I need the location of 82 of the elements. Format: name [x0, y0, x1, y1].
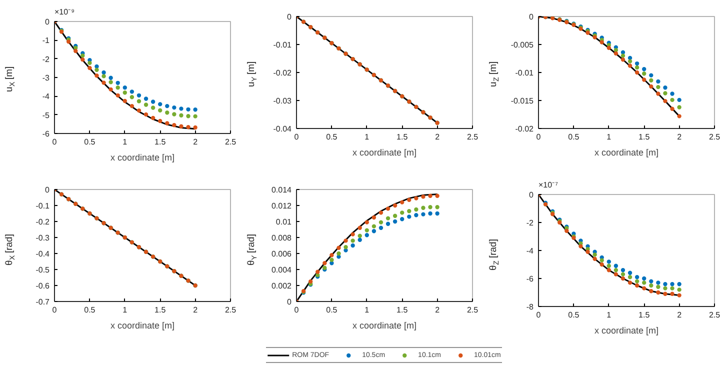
- y-tick-label: -2: [526, 218, 534, 228]
- x-axis-title: x coordinate [m]: [594, 148, 659, 158]
- y-tick-label: -0.3: [36, 234, 50, 242]
- x-tick-label: 1: [606, 310, 612, 320]
- x-axis-title: x coordinate [m]: [352, 148, 417, 158]
- y-tick-label: 0.008: [271, 234, 292, 242]
- x-tick-label: 1.5: [396, 306, 408, 314]
- x-tick-label: 1.5: [638, 132, 650, 142]
- y-tick-label: -3: [42, 74, 50, 82]
- x-axis-title: x coordinate [m]: [594, 326, 659, 336]
- y-tick-label: 0.014: [271, 186, 292, 194]
- x-tick-label: 2: [677, 310, 682, 320]
- x-tick-label: 2.5: [224, 306, 237, 314]
- x-tick-label: 2.5: [466, 132, 479, 142]
- y-tick-label: -4: [526, 246, 534, 256]
- y-tick-label: -5: [42, 110, 50, 120]
- x-tick-label: 0: [294, 132, 300, 142]
- y-tick-label: 0.002: [271, 282, 292, 290]
- x-tick-label: 0.5: [84, 306, 96, 314]
- y-tick-label: -0.02: [515, 124, 534, 134]
- y-tick-label: -1: [42, 36, 50, 46]
- y-tick-label: -0.6: [36, 282, 50, 290]
- x-tick-label: 0.5: [326, 306, 338, 314]
- x-tick-label: 2.5: [708, 310, 721, 320]
- y-tick-label: 0: [529, 190, 534, 200]
- x-tick-label: 1: [122, 306, 128, 314]
- x-axis-title: x coordinate [m]: [110, 320, 175, 330]
- text: ×10⁻⁷: [538, 180, 558, 190]
- x-tick-label: 1: [122, 138, 128, 146]
- x-tick-label: 2: [193, 138, 198, 146]
- y-tick-label: -6: [42, 130, 50, 138]
- x-tick-label: 0.5: [84, 138, 96, 146]
- x-tick-label: 1: [364, 132, 370, 142]
- x-tick-label: 1: [606, 132, 612, 142]
- x-tick-label: 2.5: [708, 132, 721, 142]
- x-tick-label: 2: [435, 132, 440, 142]
- y-tick-label: -0.015: [510, 96, 534, 106]
- y-tick-label: 0: [287, 12, 292, 22]
- x-axis-title: x coordinate [m]: [352, 320, 417, 330]
- y-tick-label: -0.01: [273, 40, 292, 50]
- x-tick-label: 1: [364, 306, 370, 314]
- x-tick-label: 2.5: [224, 138, 237, 146]
- y-tick-label: 0.012: [271, 202, 292, 210]
- x-tick-label: 0.5: [568, 310, 580, 320]
- y-tick-label: 0.01: [276, 218, 292, 226]
- x-tick-label: 0: [536, 310, 542, 320]
- y-tick-label: -0.5: [36, 266, 50, 274]
- y-tick-label: -0.03: [273, 96, 292, 106]
- x-tick-label: 1.5: [154, 306, 166, 314]
- x-axis-title: x coordinate [m]: [110, 152, 175, 162]
- x-tick-label: 1.5: [638, 310, 650, 320]
- x-tick-label: 2: [435, 306, 440, 314]
- y-tick-label: -2: [42, 54, 50, 64]
- x-tick-label: 0: [294, 306, 300, 314]
- text: ×10⁻⁹: [54, 8, 74, 16]
- y-tick-label: -8: [526, 302, 534, 312]
- y-tick-label: 0: [45, 18, 50, 26]
- y-tick-label: -0.005: [510, 40, 534, 50]
- x-tick-label: 0: [536, 132, 542, 142]
- y-tick-label: 0.006: [271, 250, 292, 258]
- y-tick-label: -0.02: [273, 68, 292, 78]
- y-tick-label: 0: [45, 186, 50, 194]
- y-tick-label: -0.7: [36, 298, 50, 306]
- y-tick-label: -0.4: [36, 250, 50, 258]
- x-tick-label: 0: [52, 138, 58, 146]
- x-tick-label: 0.5: [326, 132, 338, 142]
- y-tick-label: -0.04: [273, 124, 292, 134]
- x-tick-label: 0: [52, 306, 58, 314]
- x-tick-label: 1.5: [154, 138, 166, 146]
- x-tick-label: 2: [677, 132, 682, 142]
- y-tick-label: -4: [42, 92, 50, 102]
- x-tick-label: 1.5: [396, 132, 408, 142]
- y-tick-label: 0: [287, 298, 292, 306]
- y-tick-label: 0: [529, 12, 534, 22]
- x-tick-label: 0.5: [568, 132, 580, 142]
- y-tick-label: -0.1: [36, 202, 50, 210]
- y-tick-label: -0.2: [36, 218, 50, 226]
- x-tick-label: 2: [193, 306, 198, 314]
- y-tick-label: -0.01: [515, 68, 534, 78]
- y-tick-label: -6: [526, 274, 534, 284]
- y-tick-label: 0.004: [271, 266, 292, 274]
- x-tick-label: 2.5: [466, 306, 479, 314]
